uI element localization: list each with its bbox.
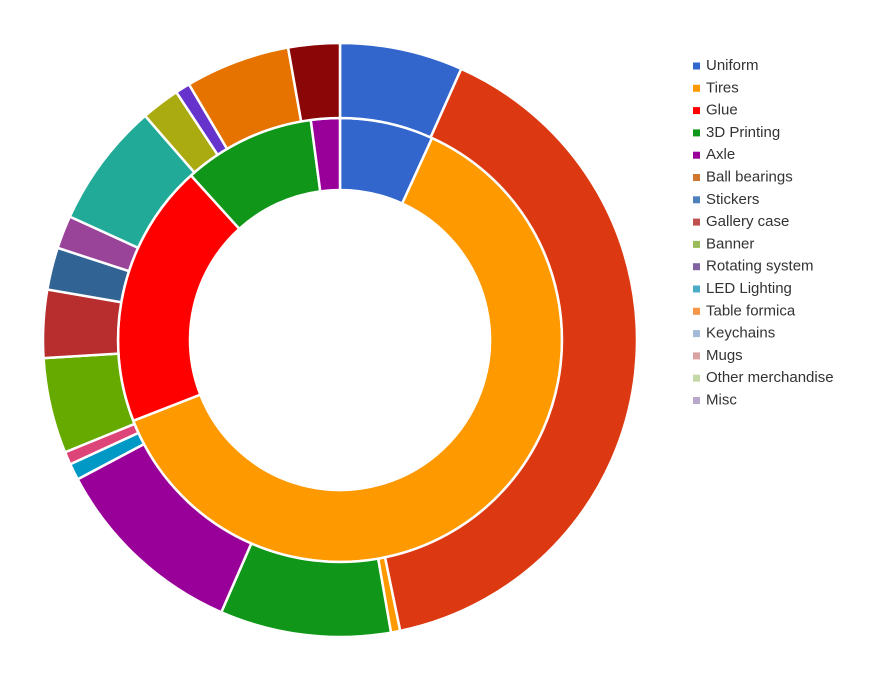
- legend-swatch: [693, 196, 700, 204]
- legend-label: Banner: [706, 235, 754, 252]
- legend-label: 3D Printing: [706, 124, 780, 141]
- legend-label: Table formica: [706, 302, 796, 319]
- legend-label: LED Lighting: [706, 280, 792, 297]
- legend-label: Uniform: [706, 57, 759, 74]
- legend-swatch: [693, 129, 700, 137]
- legend-swatch: [693, 397, 700, 404]
- legend-label: Glue: [706, 102, 738, 119]
- legend-label: Rotating system: [706, 258, 814, 275]
- legend-label: Tires: [706, 79, 739, 96]
- donut-slice: [286, 41, 342, 123]
- legend-swatch: [693, 263, 700, 271]
- legend-swatch: [693, 330, 700, 338]
- legend-swatch: [693, 240, 700, 248]
- legend-swatch: [693, 84, 700, 92]
- legend-label: Keychains: [706, 325, 775, 342]
- legend-label: Misc: [706, 391, 737, 408]
- legend-swatch: [693, 352, 700, 360]
- legend-swatch: [693, 107, 700, 115]
- legend-label: Ball bearings: [706, 168, 793, 185]
- legend-swatch: [693, 174, 700, 181]
- legend-swatch: [693, 151, 700, 159]
- legend-label: Axle: [706, 146, 735, 163]
- legend-label: Other merchandise: [706, 369, 834, 386]
- legend-label: Stickers: [706, 191, 759, 208]
- legend-swatch: [693, 374, 700, 382]
- legend-swatch: [693, 62, 700, 70]
- donut-slice: [383, 67, 639, 633]
- legend-swatch: [693, 307, 700, 315]
- legend-label: Gallery case: [706, 213, 789, 230]
- legend-swatch: [693, 285, 700, 293]
- legend-swatch: [693, 218, 700, 226]
- legend-label: Mugs: [706, 347, 743, 364]
